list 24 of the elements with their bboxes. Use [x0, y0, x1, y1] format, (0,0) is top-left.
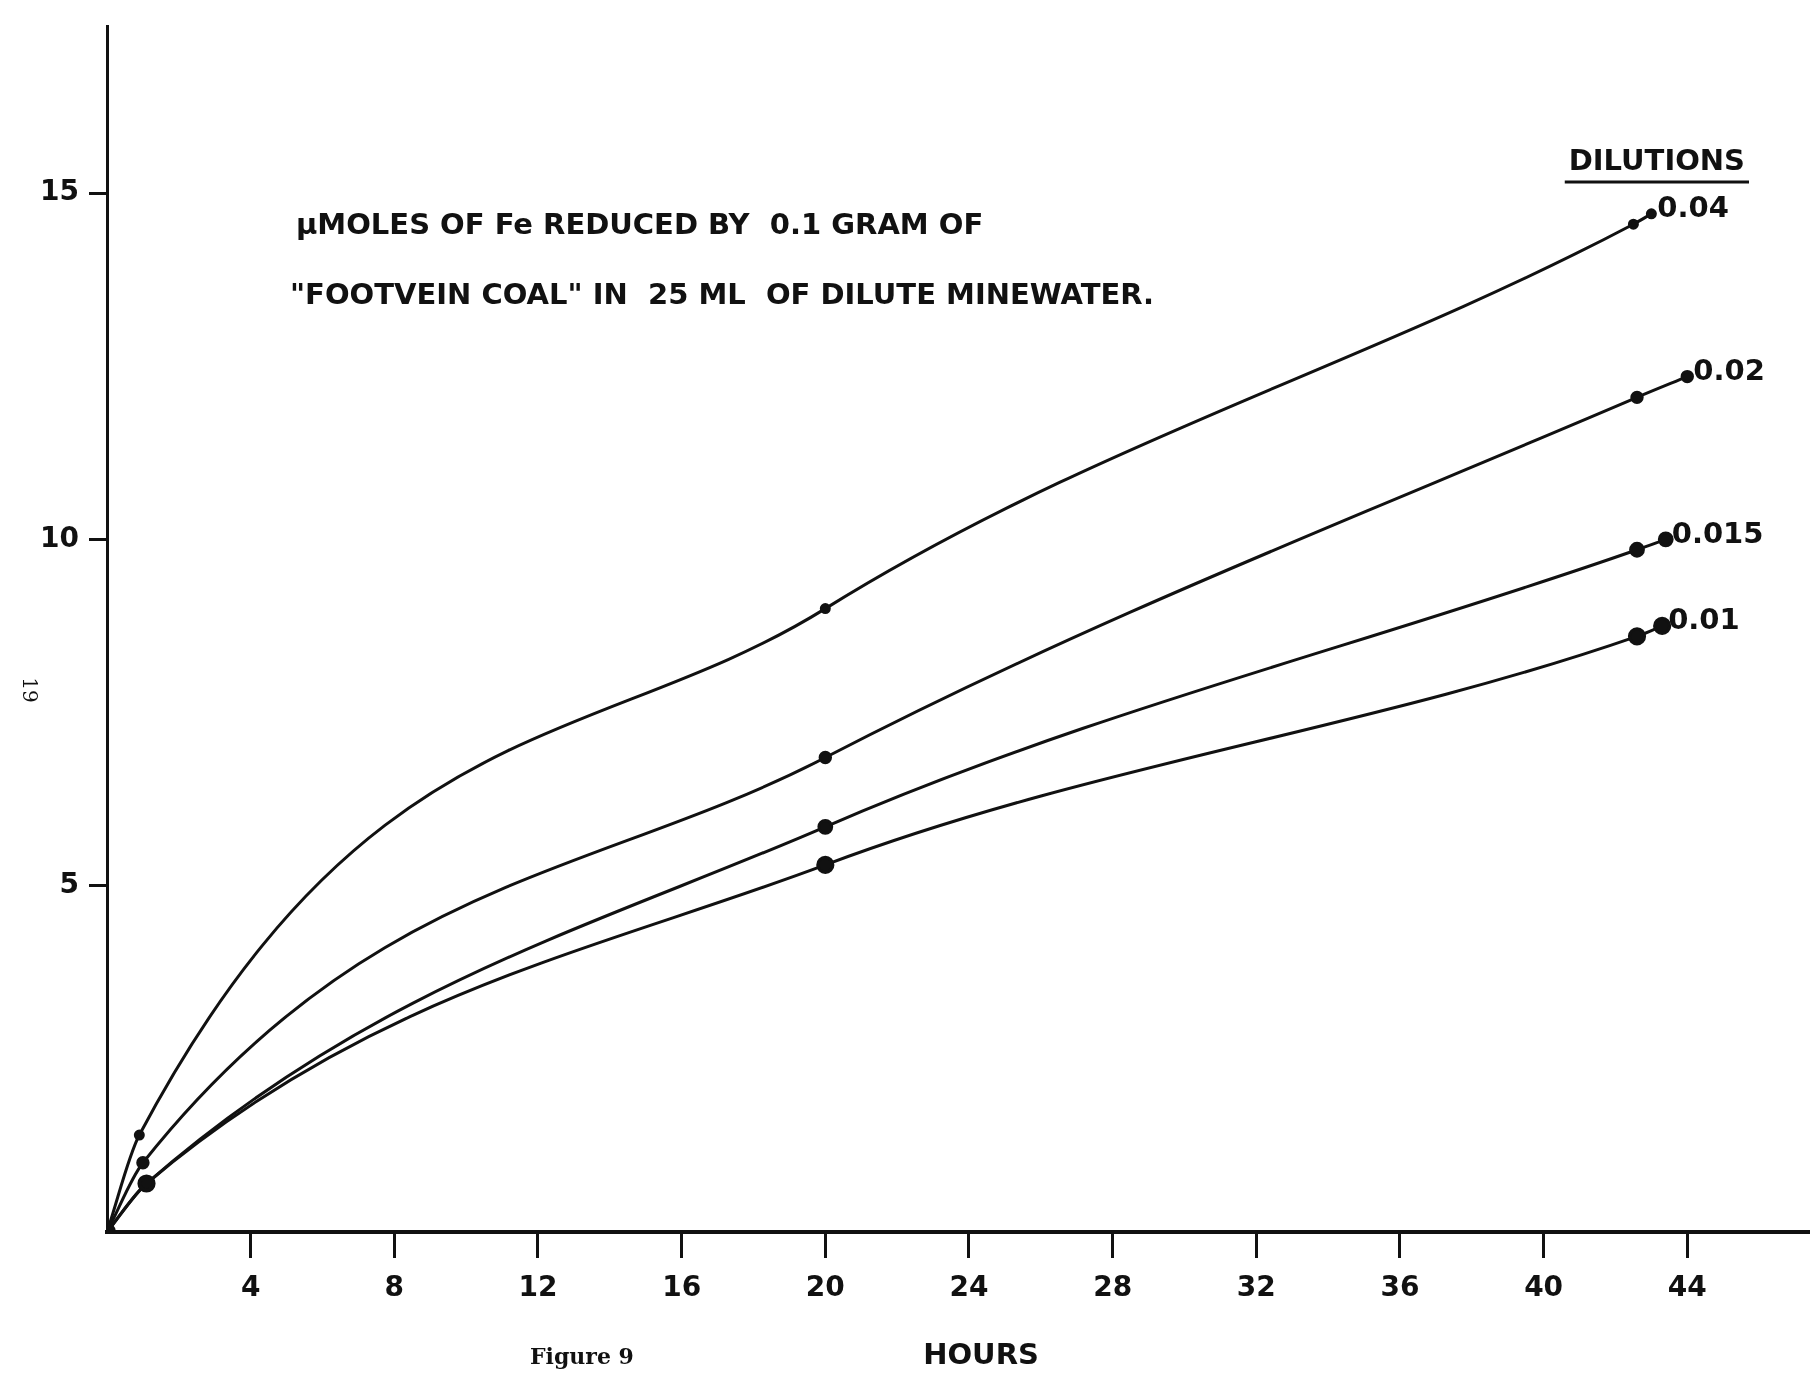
x-tick-label: 40: [1524, 1270, 1564, 1304]
series-label: 0.04: [1657, 190, 1729, 225]
y-tick-label: 10: [40, 520, 79, 554]
x-tick-label: 36: [1380, 1270, 1420, 1304]
x-tick-label: 16: [662, 1270, 702, 1304]
caption: Figure 9: [530, 1342, 634, 1369]
text: "FOOTVEIN COAL" IN 25 ML OF DILUTE MINEWATER.: [290, 276, 1155, 311]
y-tick-label: 5: [59, 866, 79, 900]
series-label: 0.02: [1693, 353, 1765, 388]
series-label: 0.01: [1668, 602, 1740, 637]
text: 19: [17, 677, 42, 703]
x-tick-label: 8: [384, 1270, 405, 1304]
x-tick-label: 20: [805, 1270, 845, 1304]
x-tick-label: 24: [949, 1270, 989, 1304]
y-tick-label: 15: [40, 174, 79, 208]
legend-title: DILUTIONS: [1568, 142, 1745, 177]
text: µMOLES OF Fe REDUCED BY 0.1 GRAM OF: [296, 206, 984, 241]
x-tick-label: 32: [1236, 1270, 1276, 1304]
x-tick-label: 12: [518, 1270, 558, 1304]
x-tick-label: 44: [1667, 1270, 1707, 1304]
x-tick-label: 4: [240, 1270, 261, 1304]
x-axis-title: HOURS: [923, 1336, 1039, 1371]
x-tick-label: 28: [1093, 1270, 1133, 1304]
series-label: 0.015: [1671, 515, 1764, 550]
